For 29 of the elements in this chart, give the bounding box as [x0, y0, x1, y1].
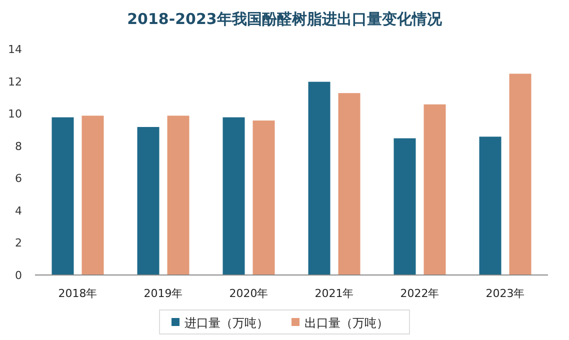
bar — [136, 126, 160, 276]
x-tick-label: 2021年 — [314, 287, 354, 300]
legend-label: 出口量（万吨） — [304, 316, 388, 330]
bar — [422, 103, 447, 276]
bar — [222, 116, 246, 276]
bar — [508, 72, 532, 276]
x-tick-label: 2023年 — [486, 287, 525, 300]
bar — [478, 136, 502, 276]
bar — [307, 80, 332, 276]
x-tick-label: 2020年 — [229, 287, 268, 300]
legend-label: 进口量（万吨） — [184, 316, 268, 330]
y-tick-label: 4 — [15, 204, 22, 218]
chart-title: 2018-2023年我国酚醛树脂进出口量变化情况 — [127, 10, 443, 28]
y-tick-label: 12 — [8, 75, 22, 88]
y-tick-label: 8 — [15, 140, 22, 153]
bar — [252, 120, 276, 276]
y-tick-label: 2 — [15, 236, 22, 250]
bar — [80, 114, 105, 276]
y-tick-label: 6 — [15, 172, 22, 186]
y-tick-label: 0 — [15, 269, 22, 282]
y-tick-label: 14 — [8, 43, 22, 56]
x-tick-label: 2019年 — [144, 287, 183, 300]
x-tick-label: 2022年 — [400, 287, 440, 300]
bar — [337, 92, 362, 276]
x-tick-label: 2018年 — [58, 287, 98, 300]
bar — [392, 137, 417, 276]
bar — [50, 116, 75, 276]
bar — [166, 114, 190, 276]
y-tick-label: 10 — [8, 108, 22, 121]
